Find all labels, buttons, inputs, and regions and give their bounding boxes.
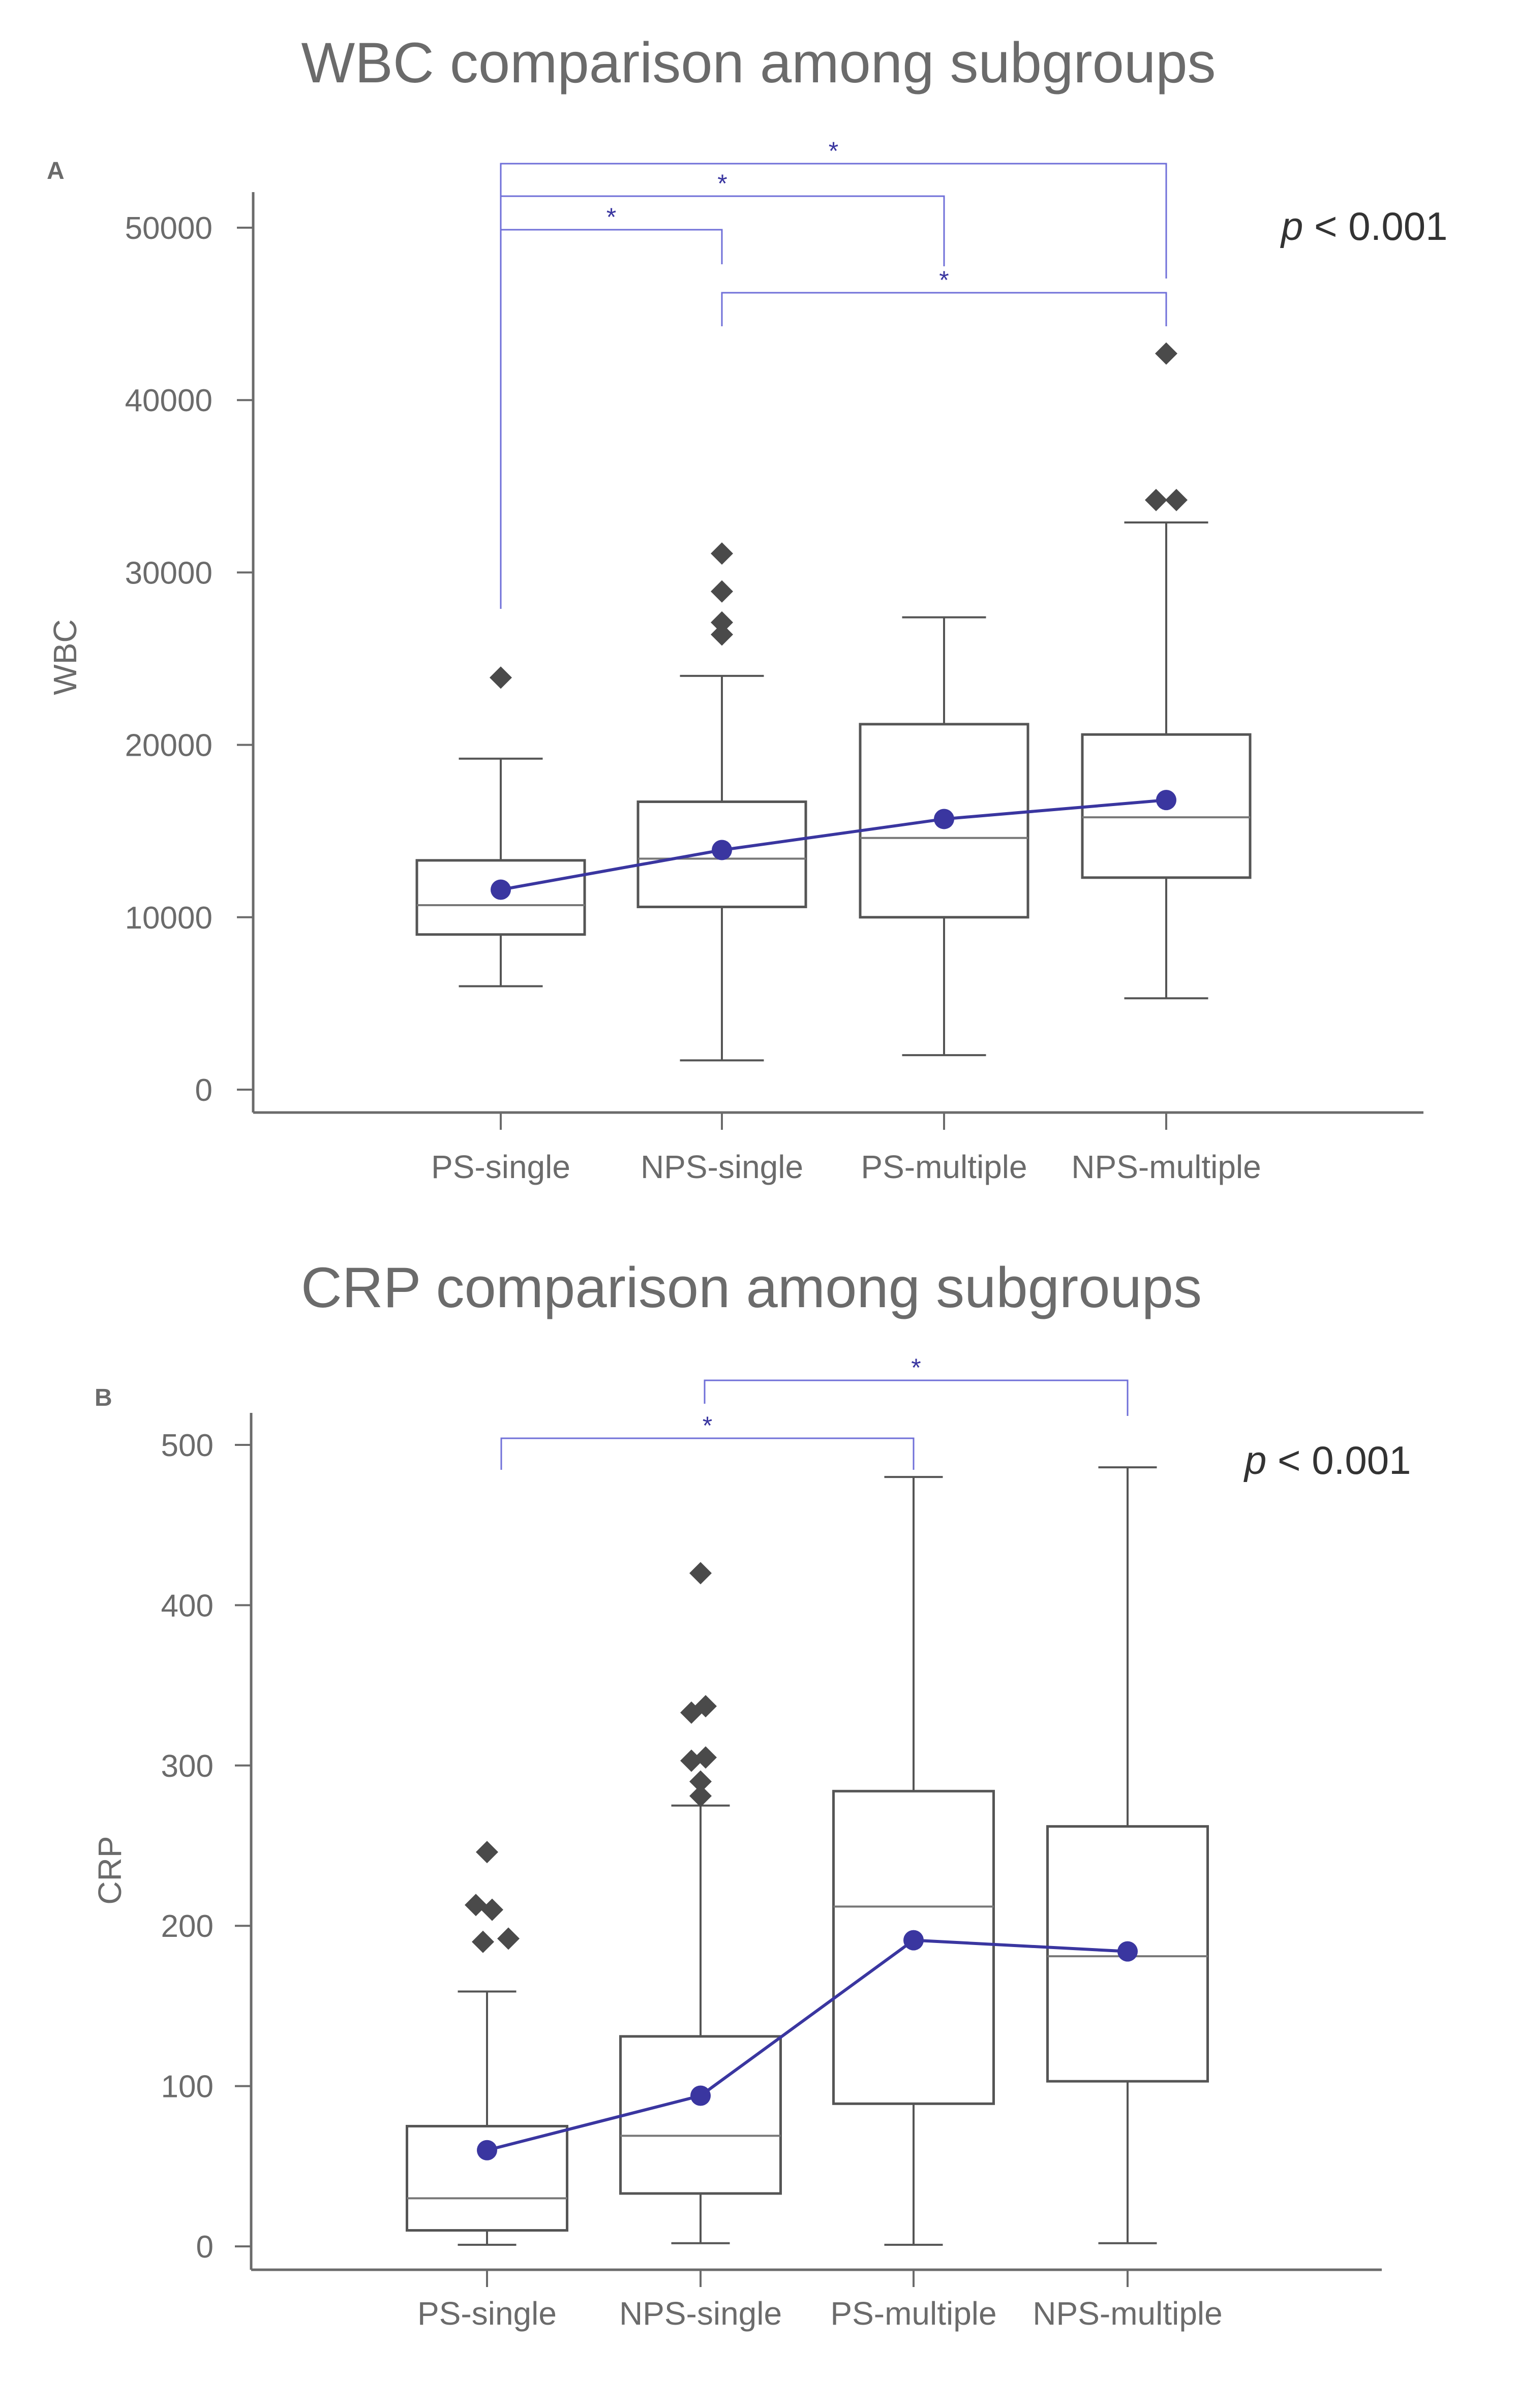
panel-a-outlier	[1155, 342, 1177, 365]
panel-b: CRP comparison among subgroups B CRP p <…	[92, 1256, 1411, 2332]
panel-a-y-tick-label: 20000	[125, 728, 213, 763]
panel-a-outlier	[711, 623, 733, 646]
panel-a-x-tick-label: PS-multiple	[861, 1149, 1027, 1185]
panel-b-mean-line	[487, 1938, 1128, 2152]
panel-a-box-2	[636, 542, 807, 1062]
panel-a-x-tick-label: NPS-multiple	[1071, 1149, 1261, 1185]
panel-b-outlier	[689, 1562, 712, 1585]
panel-b-y-tick-label: 300	[161, 1749, 214, 1784]
panel-b-box-3	[832, 1476, 995, 2246]
panel-a-outlier	[711, 611, 733, 634]
panel-a-mean-point	[491, 879, 511, 900]
panel-b-box-2	[619, 1562, 782, 2244]
panel-b-mean-point	[1117, 1941, 1138, 1962]
panel-a-title: WBC comparison among subgroups	[301, 31, 1216, 95]
panel-b-sig-bracket-1	[704, 1379, 1129, 1416]
panel-b-box-4	[1046, 1466, 1209, 2244]
panel-a-outlier	[1145, 488, 1167, 511]
panel-b-mean-point	[903, 1930, 924, 1951]
panel-a-box-1	[415, 666, 586, 987]
panel-b-outlier	[497, 1927, 520, 1950]
panel-b-mean-point	[690, 2085, 711, 2106]
panel-a-x-tick-label: NPS-single	[641, 1149, 803, 1185]
panel-a-y-tick-label: 30000	[125, 555, 213, 591]
panel-a-box-3	[859, 616, 1029, 1057]
panel-a-sig-bracket-3-star: *	[606, 203, 616, 231]
panel-b-title: CRP comparison among subgroups	[301, 1256, 1202, 1319]
panel-a-box-4	[1081, 342, 1252, 1000]
panel-a-label: A	[47, 158, 65, 184]
panel-a-x-tick-label: PS-single	[431, 1149, 570, 1185]
panel-a-y-axis-title: WBC	[47, 619, 83, 695]
panel-b-p-value: p < 0.001	[1243, 1438, 1411, 1483]
panel-b-outlier	[689, 1784, 712, 1807]
panel-b-sig-bracket-1-star: *	[911, 1353, 921, 1382]
panel-b-label: B	[95, 1384, 112, 1411]
panel-b-plot: 0 100 200 300 400 500 PS-single NPS-single PS-mu…	[161, 1353, 1382, 2332]
panel-a-plot: 0 10000 20000 30000 40000 50000 PS-single NPS-s…	[125, 137, 1423, 1185]
panel-b-y-tick-label: 200	[161, 1909, 214, 1944]
panel-b-sig-bracket-2-star: *	[703, 1411, 712, 1440]
panel-a-y-tick-label: 10000	[125, 901, 213, 936]
panel-a-sig-bracket-1-star: *	[829, 137, 838, 165]
panel-a-y-tick-label: 0	[195, 1073, 213, 1108]
panel-b-y-tick-label: 0	[196, 2230, 214, 2265]
panel-a: WBC comparison among subgroups A WBC p <…	[47, 31, 1447, 1185]
panel-b-outlier	[481, 1898, 503, 1921]
panel-b-outlier	[465, 1894, 487, 1917]
panel-b-mean-point	[477, 2140, 497, 2160]
panel-b-box-1	[406, 1841, 568, 2246]
panel-a-y-tick-label: 50000	[125, 211, 213, 246]
panel-b-y-tick-label: 500	[161, 1428, 214, 1463]
panel-b-sig-bracket-2	[500, 1437, 915, 1470]
panel-a-y-tick-label: 40000	[125, 383, 213, 418]
panel-b-box-iqr	[619, 2035, 782, 2195]
panel-b-y-tick-label: 400	[161, 1588, 214, 1623]
panel-b-x-tick-label: PS-multiple	[830, 2295, 996, 2332]
panel-a-mean-point	[712, 840, 732, 860]
panel-b-y-axis-title: CRP	[92, 1836, 128, 1904]
panel-a-sig-bracket-3	[500, 229, 723, 609]
panel-b-x-tick-label: NPS-multiple	[1033, 2295, 1222, 2332]
panel-a-sig-bracket-4	[721, 292, 1167, 326]
panel-a-sig-bracket-4-star: *	[939, 266, 949, 294]
panel-b-outlier	[472, 1930, 494, 1953]
panel-b-x-tick-label: NPS-single	[619, 2295, 782, 2332]
panel-b-x-tick-label: PS-single	[417, 2295, 557, 2332]
panel-a-outlier	[711, 580, 733, 603]
panel-a-p-value: p < 0.001	[1280, 204, 1447, 249]
panel-b-y-tick-label: 100	[161, 2070, 214, 2105]
panel-b-outlier	[680, 1749, 703, 1772]
panel-b-outlier	[680, 1701, 703, 1724]
panel-a-sig-bracket-2-star: *	[717, 169, 727, 198]
panel-a-outlier	[711, 542, 733, 565]
panel-a-mean-line	[500, 798, 1167, 891]
panel-a-outlier	[490, 666, 512, 689]
panel-a-mean-point	[1156, 790, 1176, 811]
panel-b-outlier	[689, 1770, 712, 1793]
panel-b-outlier	[476, 1841, 498, 1864]
panel-a-mean-point	[934, 809, 954, 829]
panel-a-outlier	[1165, 488, 1188, 511]
